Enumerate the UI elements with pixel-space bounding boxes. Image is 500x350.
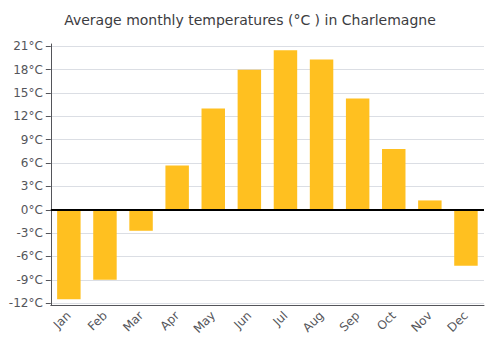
svg-text:15°C: 15°C xyxy=(13,86,43,100)
svg-text:-3°C: -3°C xyxy=(16,226,42,240)
svg-text:Dec: Dec xyxy=(445,309,471,335)
svg-text:May: May xyxy=(191,309,218,336)
svg-text:12°C: 12°C xyxy=(13,109,43,123)
svg-text:Sep: Sep xyxy=(337,309,363,335)
svg-text:Feb: Feb xyxy=(85,309,110,334)
svg-text:Jul: Jul xyxy=(270,309,291,330)
svg-text:9°C: 9°C xyxy=(21,133,43,147)
svg-text:-6°C: -6°C xyxy=(16,249,42,263)
svg-text:Jun: Jun xyxy=(230,309,254,333)
svg-text:-12°C: -12°C xyxy=(9,296,43,310)
svg-text:-9°C: -9°C xyxy=(16,273,42,287)
svg-text:0°C: 0°C xyxy=(21,203,43,217)
svg-text:Average monthly temperatures (: Average monthly temperatures (°C ) in Ch… xyxy=(64,12,436,28)
svg-text:Oct: Oct xyxy=(374,308,399,333)
svg-text:3°C: 3°C xyxy=(21,179,43,193)
svg-text:Nov: Nov xyxy=(408,309,434,335)
svg-text:6°C: 6°C xyxy=(21,156,43,170)
svg-text:Jan: Jan xyxy=(50,309,74,333)
svg-text:18°C: 18°C xyxy=(13,63,43,77)
svg-text:21°C: 21°C xyxy=(13,39,43,53)
svg-text:Aug: Aug xyxy=(300,309,326,335)
svg-text:Mar: Mar xyxy=(120,308,146,334)
svg-text:Apr: Apr xyxy=(158,308,183,333)
